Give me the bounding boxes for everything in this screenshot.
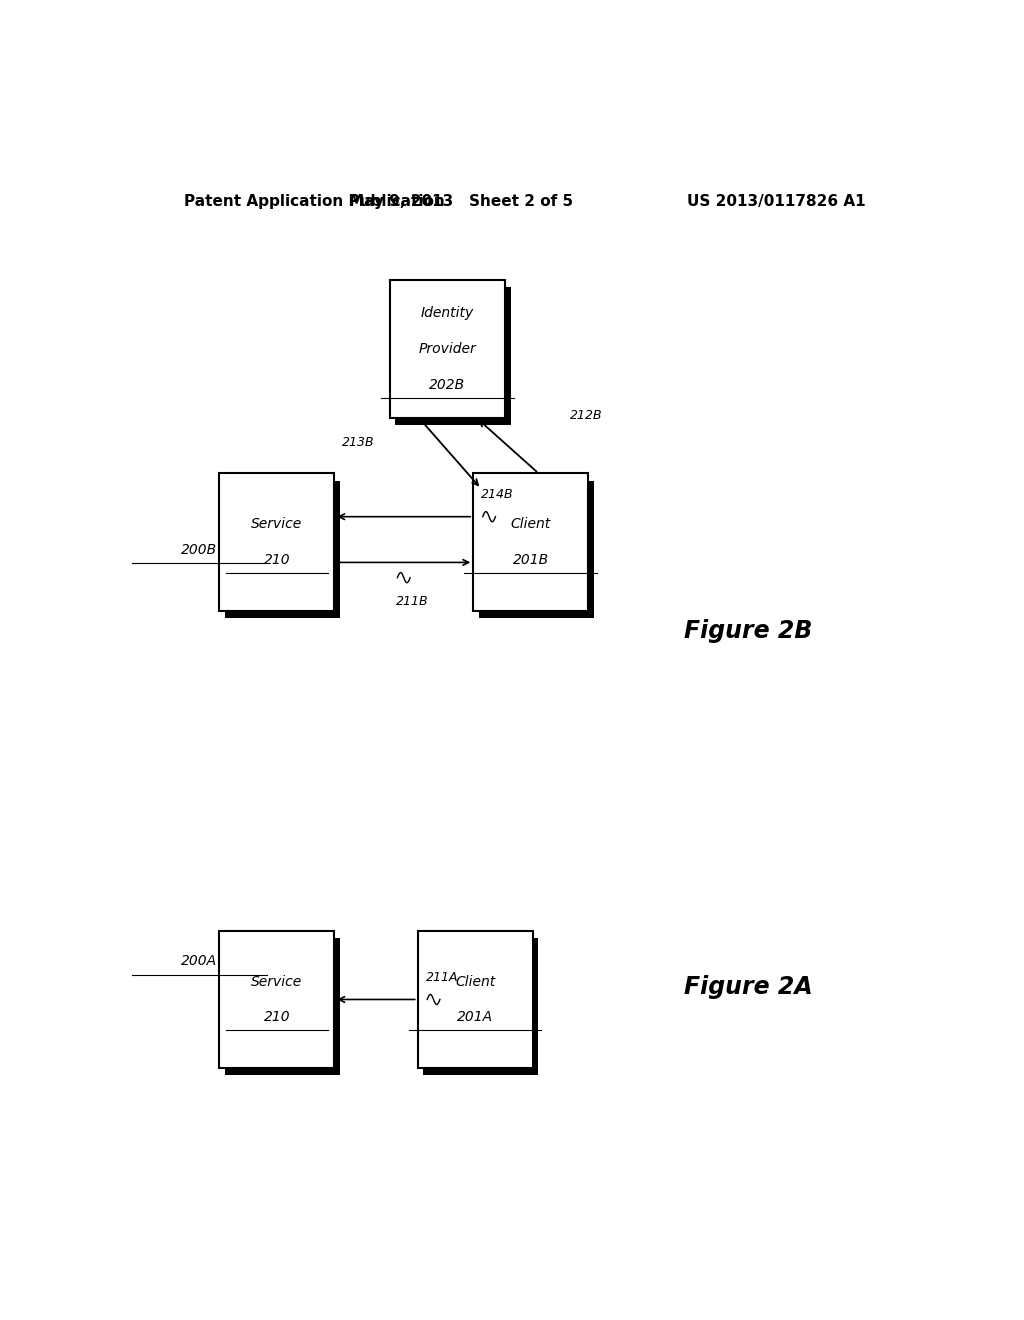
- Text: Figure 2B: Figure 2B: [684, 619, 812, 643]
- Text: 200B: 200B: [181, 543, 217, 557]
- FancyBboxPatch shape: [473, 474, 588, 611]
- Text: Patent Application Publication: Patent Application Publication: [183, 194, 444, 209]
- FancyBboxPatch shape: [225, 480, 340, 618]
- Text: 211A: 211A: [426, 970, 458, 983]
- Text: 201B: 201B: [513, 553, 549, 566]
- FancyBboxPatch shape: [219, 931, 334, 1068]
- Text: Client: Client: [455, 974, 496, 989]
- Text: 210: 210: [263, 553, 290, 566]
- FancyBboxPatch shape: [423, 939, 539, 1076]
- Text: Figure 2A: Figure 2A: [684, 974, 812, 999]
- Text: 212B: 212B: [570, 409, 603, 421]
- Text: Identity: Identity: [421, 306, 474, 321]
- Text: 200A: 200A: [181, 954, 217, 969]
- FancyBboxPatch shape: [418, 931, 532, 1068]
- Text: Service: Service: [251, 974, 302, 989]
- Text: 201A: 201A: [457, 1010, 494, 1024]
- Text: US 2013/0117826 A1: US 2013/0117826 A1: [687, 194, 866, 209]
- FancyBboxPatch shape: [479, 480, 594, 618]
- FancyBboxPatch shape: [225, 939, 340, 1076]
- Text: Client: Client: [511, 517, 551, 532]
- FancyBboxPatch shape: [395, 288, 511, 425]
- Text: 214B: 214B: [481, 488, 514, 500]
- Text: Provider: Provider: [419, 342, 476, 356]
- Text: 202B: 202B: [429, 378, 466, 392]
- Text: 211B: 211B: [396, 594, 428, 607]
- Text: Service: Service: [251, 517, 302, 532]
- FancyBboxPatch shape: [390, 280, 505, 417]
- Text: 210: 210: [263, 1010, 290, 1024]
- Text: May 9, 2013   Sheet 2 of 5: May 9, 2013 Sheet 2 of 5: [349, 194, 573, 209]
- Text: 213B: 213B: [342, 437, 375, 450]
- FancyBboxPatch shape: [219, 474, 334, 611]
